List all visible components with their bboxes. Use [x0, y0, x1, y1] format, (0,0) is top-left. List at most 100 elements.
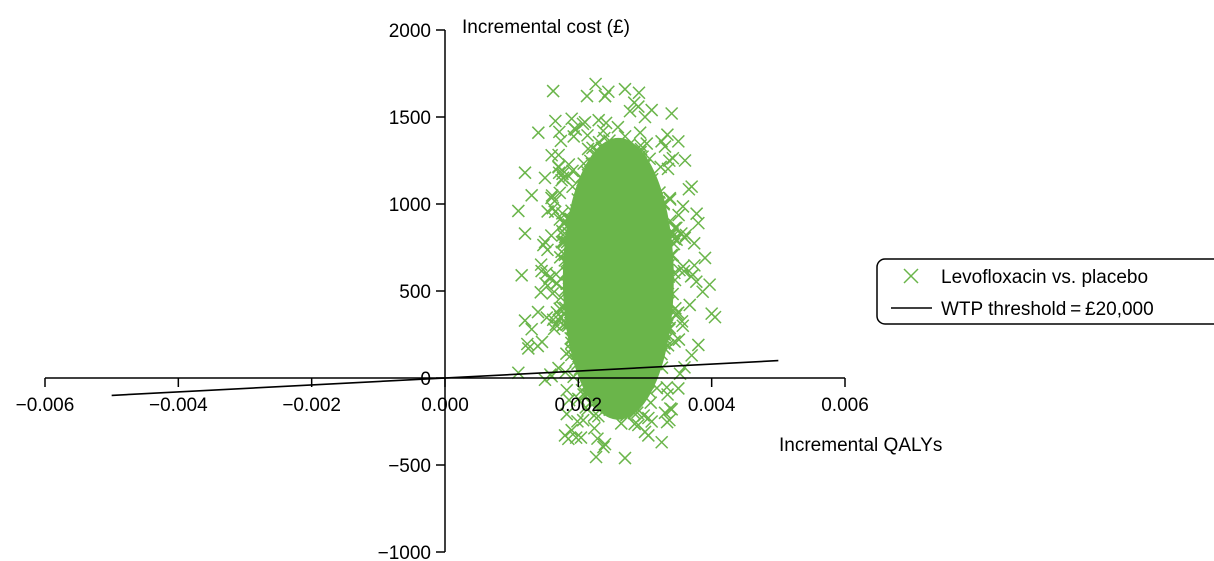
- scatter-point: [698, 251, 712, 265]
- scatter-point: [665, 106, 679, 121]
- scatter-point: [663, 192, 677, 207]
- scatter-point: [589, 450, 603, 464]
- scatter-point: [676, 199, 690, 213]
- scatter-point: [545, 188, 559, 203]
- x-tick-label: −0.006: [16, 395, 75, 416]
- scatter-point: [672, 208, 686, 222]
- scatter-point: [708, 310, 722, 324]
- scatter-point: [633, 126, 647, 140]
- scatter-point: [685, 348, 699, 362]
- scatter-point: [521, 341, 535, 355]
- scatter-point: [546, 286, 560, 300]
- scatter-point: [550, 276, 564, 290]
- scatter-point: [574, 431, 588, 445]
- scatter-point: [691, 338, 705, 352]
- scatter-point: [587, 421, 601, 435]
- scatter-point: [658, 140, 672, 154]
- scatter-point: [518, 227, 532, 241]
- scatter-point: [538, 171, 552, 185]
- scatter-point: [565, 164, 580, 178]
- scatter-point: [548, 114, 562, 128]
- scatter-point: [640, 137, 654, 151]
- scatter-point: [511, 366, 525, 380]
- scatter-point: [631, 100, 645, 114]
- scatter-point: [678, 231, 692, 245]
- scatter-point: [666, 151, 680, 165]
- scatter-point: [565, 112, 579, 126]
- scatter-point: [618, 451, 632, 465]
- scatter-point: [546, 201, 560, 215]
- scatter-point: [515, 268, 529, 282]
- scatter-point: [668, 335, 682, 349]
- scatter-point: [538, 373, 552, 387]
- scatter-point: [545, 148, 559, 162]
- scatter-point: [581, 142, 595, 156]
- scatter-point: [638, 110, 652, 124]
- legend-marker-x: [903, 268, 919, 284]
- scatter-point: [590, 432, 604, 446]
- scatter-point: [654, 160, 668, 174]
- scatter-point: [658, 406, 672, 420]
- scatter-point: [671, 134, 685, 148]
- scatter-point: [645, 414, 659, 429]
- scatter-point: [570, 414, 584, 428]
- y-tick-label: −500: [388, 456, 431, 477]
- scatter-point: [531, 339, 545, 353]
- scatter-point: [696, 285, 710, 299]
- x-tick-label: −0.004: [149, 395, 208, 416]
- scatter-point: [687, 258, 701, 272]
- scatter-point: [560, 407, 574, 421]
- scatter-point: [536, 238, 550, 252]
- y-axis-title: Incremental cost (£): [462, 17, 630, 38]
- scatter-point: [678, 153, 692, 168]
- scatter-point: [641, 428, 655, 442]
- scatter-point: [599, 116, 613, 130]
- scatter-point: [560, 383, 574, 397]
- scatter-point: [578, 115, 592, 129]
- scatter-point: [632, 86, 646, 100]
- y-tick-label: 1000: [389, 195, 431, 216]
- scatter-point: [580, 89, 594, 103]
- scatter-point: [618, 82, 632, 96]
- y-ticks: 2000150010005000−500−1000: [378, 21, 445, 561]
- scatter-point: [511, 204, 525, 218]
- scatter-point: [684, 269, 698, 283]
- scatter-point: [525, 322, 539, 336]
- scatter-point: [546, 84, 560, 98]
- x-tick-label: 0.004: [688, 395, 736, 416]
- legend: Levofloxacin vs. placebo WTP threshold =…: [876, 258, 1214, 325]
- wtp-threshold-line: [111, 359, 779, 397]
- scatter-point: [670, 307, 684, 321]
- scatter-point: [552, 125, 566, 139]
- scatter-point: [553, 186, 567, 200]
- scatter-point: [534, 258, 548, 272]
- legend-box: [876, 258, 1214, 325]
- scatter-point: [569, 431, 583, 445]
- y-tick-label: 1500: [389, 108, 431, 129]
- scatter-point: [531, 126, 545, 140]
- scatter-point: [677, 360, 691, 374]
- scatter-point: [538, 235, 552, 249]
- y-tick-label: 2000: [389, 21, 431, 42]
- scatter-point: [679, 228, 693, 242]
- scatter-point: [662, 413, 676, 427]
- scatter-point: [531, 305, 545, 319]
- x-tick-label: 0.000: [421, 395, 469, 416]
- scatter-point: [552, 160, 566, 174]
- scatter-point: [655, 435, 669, 449]
- scatter-point: [676, 319, 690, 333]
- scatter-cloud: [562, 137, 674, 420]
- scatter-point: [555, 173, 569, 187]
- scatter-point: [525, 188, 539, 202]
- scatter-point: [520, 337, 534, 351]
- scatter-point: [623, 104, 637, 118]
- legend-label-threshold: WTP threshold = £20,000: [941, 299, 1154, 320]
- x-tick-label: −0.002: [282, 395, 341, 416]
- x-tick-label: 0.006: [821, 395, 869, 416]
- scatter-point: [589, 77, 603, 91]
- y-tick-label: 500: [399, 282, 431, 303]
- scatter-point: [562, 157, 576, 172]
- scatter-core: [562, 137, 674, 420]
- scatter-point: [518, 166, 532, 180]
- scatter-point: [691, 216, 705, 230]
